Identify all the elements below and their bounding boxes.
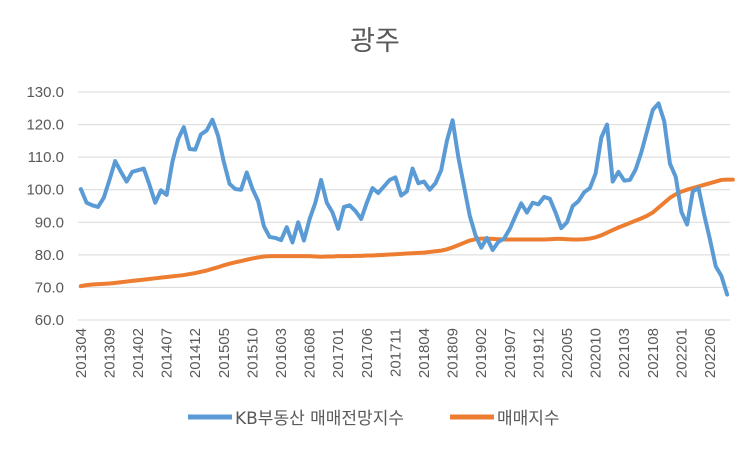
x-tick-label: 201505 <box>216 328 233 378</box>
x-tick-label: 202005 <box>559 328 576 378</box>
x-tick-label: 201407 <box>159 328 176 378</box>
series-line-2 <box>78 177 735 289</box>
y-tick-label: 110.0 <box>28 149 64 166</box>
x-tick-label: 201412 <box>187 328 204 378</box>
y-tick-label: 120.0 <box>26 117 64 134</box>
x-tick-label: 201809 <box>445 328 462 378</box>
y-tick-label: 70.0 <box>35 279 64 296</box>
legend-label-series-2: 매매지수 <box>497 409 560 429</box>
x-tick-label: 201402 <box>130 328 147 378</box>
x-tick-label: 201608 <box>302 328 319 378</box>
y-tick-label: 90.0 <box>35 214 64 231</box>
legend-label-series-1: KB부동산 매매전망지수 <box>235 409 404 429</box>
x-axis-ticks: 201304 201309 201402 201407 201412 201505 2015… <box>73 328 719 378</box>
x-tick-label: 201912 <box>530 328 547 378</box>
x-tick-label: 202108 <box>645 328 662 378</box>
x-tick-label: 202010 <box>588 328 605 378</box>
x-tick-label: 201706 <box>359 328 376 378</box>
x-tick-label: 201902 <box>473 328 490 378</box>
x-tick-label: 202206 <box>702 328 719 378</box>
x-tick-label: 202103 <box>616 328 633 378</box>
x-tick-label: 201907 <box>502 328 519 378</box>
gridlines <box>78 91 730 321</box>
y-tick-label: 80.0 <box>35 247 64 264</box>
x-tick-label: 201701 <box>330 328 347 378</box>
y-tick-label: 130.0 <box>26 84 64 101</box>
x-tick-label: 201309 <box>101 328 118 378</box>
series-lines <box>78 101 735 297</box>
x-tick-label: 202201 <box>673 328 690 378</box>
x-tick-label: 201804 <box>416 328 433 378</box>
x-tick-label: 201510 <box>244 328 261 378</box>
x-tick-label: 201304 <box>73 328 90 378</box>
legend: KB부동산 매매전망지수 매매지수 <box>188 409 560 429</box>
y-tick-label: 60.0 <box>35 312 64 329</box>
y-axis-ticks: 130.0 120.0 110.0 100.0 90.0 80.0 70.0 60.0 <box>26 84 64 329</box>
x-tick-label: 201711 <box>387 328 404 377</box>
y-tick-label: 100.0 <box>26 182 64 199</box>
x-tick-label: 201603 <box>273 328 290 378</box>
chart-title: 광주 <box>350 26 400 57</box>
series-line-1 <box>78 101 730 297</box>
